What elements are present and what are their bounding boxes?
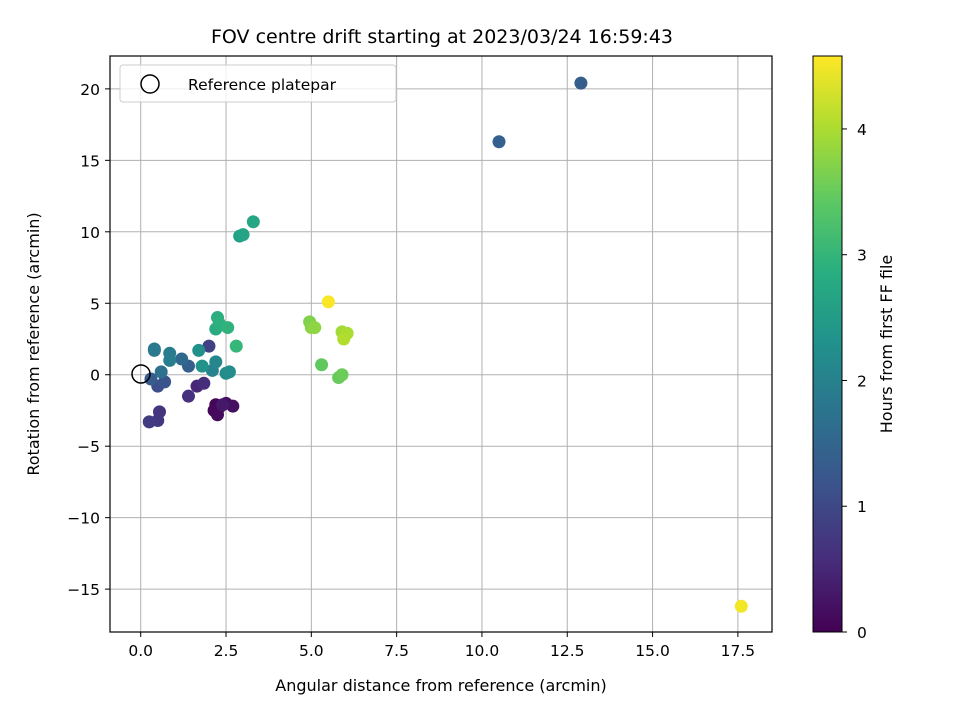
scatter-point: [210, 408, 224, 422]
y-tick-label: −5: [77, 438, 100, 456]
scatter-point: [163, 353, 177, 367]
y-tick-label: 20: [80, 81, 100, 99]
y-tick-label: −10: [67, 510, 100, 528]
scatter-point: [226, 399, 240, 413]
plot-area: [110, 56, 772, 632]
scatter-point: [192, 343, 206, 357]
colorbar: [812, 55, 843, 633]
scatter-point: [315, 358, 329, 372]
legend: Reference platepar: [119, 64, 397, 103]
scatter-point: [246, 215, 260, 229]
x-axis-label: Angular distance from reference (arcmin): [275, 676, 606, 695]
x-tick-label: 10.0: [465, 642, 500, 660]
scatter-point: [144, 372, 158, 386]
y-tick-label: 5: [90, 295, 100, 313]
grid-lines: [110, 56, 772, 632]
reference-point-marker: [131, 364, 151, 384]
scatter-point: [222, 365, 236, 379]
scatter-point: [158, 375, 172, 389]
scatter-point: [216, 398, 230, 412]
chart-title: FOV centre drift starting at 2023/03/24 …: [211, 26, 673, 48]
colorbar-tick-label: 3: [857, 247, 867, 265]
scatter-point: [321, 295, 335, 309]
y-tick-label: 15: [80, 152, 100, 170]
legend-box: [119, 64, 397, 103]
scatter-point: [175, 352, 189, 366]
scatter-point: [492, 135, 506, 149]
legend-marker-open-circle: [140, 74, 160, 94]
scatter-point: [154, 365, 168, 379]
scatter-point: [197, 376, 211, 390]
colorbar-tick-label: 4: [857, 121, 867, 139]
scatter-point: [221, 321, 235, 335]
x-tick-label: 17.5: [721, 642, 756, 660]
x-axis-ticks: 0.0 2.5 5.0 7.5 10.0 12.5 15.0 17.5: [128, 632, 755, 660]
scatter-point: [337, 332, 351, 346]
plot-frame: [109, 55, 773, 633]
scatter-point: [574, 76, 588, 90]
scatter-point: [734, 599, 748, 613]
y-axis-label: Rotation from reference (arcmin): [24, 212, 43, 475]
y-tick-label: 10: [80, 224, 100, 242]
y-axis-ticks: −15 −10 −5 0 5 10 15 20: [67, 81, 110, 599]
scatter-point: [229, 339, 243, 353]
scatter-point: [147, 343, 161, 357]
scatter-point: [308, 321, 322, 335]
scatter-point: [142, 415, 156, 429]
x-tick-label: 5.0: [299, 642, 324, 660]
scatter-point: [181, 389, 195, 403]
x-tick-label: 7.5: [384, 642, 409, 660]
x-tick-label: 15.0: [635, 642, 670, 660]
scatter-point: [335, 368, 349, 382]
colorbar-tick-label: 0: [857, 624, 867, 642]
data-points: [142, 76, 748, 613]
scatter-point: [202, 339, 216, 353]
colorbar-label: Hours from first FF file: [877, 255, 896, 434]
colorbar-tick-label: 2: [857, 372, 867, 390]
colorbar-ticks: 0 1 2 3 4: [842, 121, 867, 642]
x-tick-label: 0.0: [128, 642, 153, 660]
scatter-point: [195, 359, 209, 373]
scatter-point: [236, 228, 250, 242]
scatter-point: [209, 355, 223, 369]
y-tick-label: −15: [67, 581, 100, 599]
x-tick-label: 12.5: [550, 642, 585, 660]
colorbar-tick-label: 1: [857, 498, 867, 516]
x-tick-label: 2.5: [214, 642, 239, 660]
legend-label: Reference platepar: [188, 76, 337, 94]
y-tick-label: 0: [90, 367, 100, 385]
